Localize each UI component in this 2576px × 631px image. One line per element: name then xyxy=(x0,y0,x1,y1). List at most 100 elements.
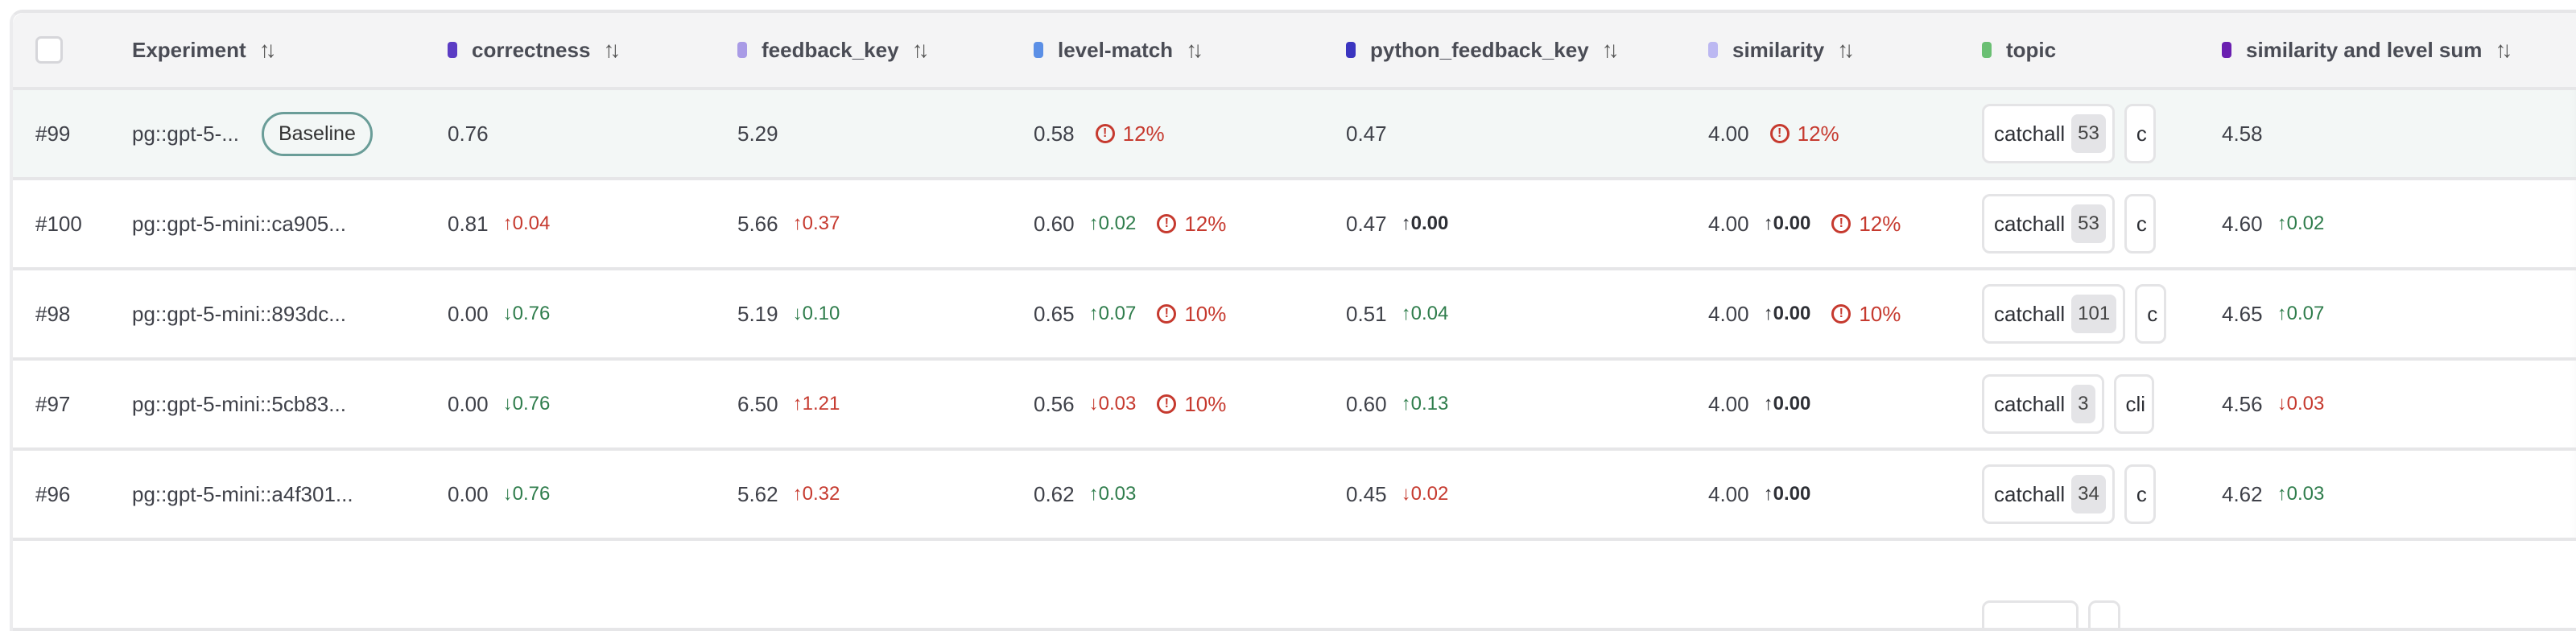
topic-chip[interactable]: catchall 34 xyxy=(1982,464,2115,524)
topic-chip[interactable]: catchall 53 xyxy=(1982,104,2115,163)
topic-chip[interactable]: c xyxy=(2124,464,2156,524)
table-row[interactable]: #96 pg::gpt-5-mini::a4f301... 0.00 ↓0.76 5.6… xyxy=(13,451,2576,541)
topic-chip[interactable]: catchall 53 xyxy=(1982,194,2115,254)
sort-arrows-icon[interactable]: ↑↓ xyxy=(258,37,277,62)
delta: ↑0.00 xyxy=(1763,212,1811,234)
header-label: Experiment xyxy=(132,37,246,62)
cell-correctness: 0.81 ↑0.04 xyxy=(438,180,728,267)
scroll-shadow xyxy=(2570,90,2576,177)
sort-arrows-icon[interactable]: ↑↓ xyxy=(2495,37,2512,62)
score: 0.47 xyxy=(1346,211,1387,236)
score: 4.00 xyxy=(1708,481,1749,506)
table-row[interactable]: #98 pg::gpt-5-mini::893dc... 0.00 ↓0.76 5.19… xyxy=(13,270,2576,361)
header-similarity[interactable]: similarity ↑↓ xyxy=(1699,13,1972,87)
topic-chip[interactable] xyxy=(2088,600,2120,628)
header-correctness[interactable]: correctness ↑↓ xyxy=(438,13,728,87)
score: 5.66 xyxy=(737,211,778,236)
score: 0.58 xyxy=(1034,121,1075,146)
experiment-name[interactable]: pg::gpt-5-mini::a4f301... xyxy=(132,481,353,506)
experiment-name[interactable]: pg::gpt-5-mini::ca905... xyxy=(132,211,346,236)
topic-chip[interactable] xyxy=(1982,600,2079,628)
error-rate[interactable]: ! 12% xyxy=(1095,122,1165,146)
sort-arrows-icon[interactable]: ↑↓ xyxy=(911,37,930,62)
header-similarity-and-level-sum[interactable]: similarity and level sum ↑↓ xyxy=(2212,13,2550,87)
sort-arrows-icon[interactable]: ↑↓ xyxy=(1601,37,1620,62)
cell-feedback_key: 5.19 ↓0.10 xyxy=(728,270,1024,357)
topic-count: 101 xyxy=(2071,295,2117,333)
error-rate[interactable]: ! 12% xyxy=(1769,122,1839,146)
cell-similarity: 4.00 ↑0.00! 12% xyxy=(1699,180,1972,267)
row-number: #99 xyxy=(35,121,71,146)
cell-topic: catchall 101 c xyxy=(1972,270,2212,357)
topic-chip[interactable]: catchall 101 xyxy=(1982,284,2126,344)
score: 0.60 xyxy=(1346,391,1387,416)
error-rate[interactable]: ! 12% xyxy=(1831,212,1901,237)
sort-arrows-icon[interactable]: ↑↓ xyxy=(1837,37,1855,62)
score: 4.65 xyxy=(2222,301,2263,326)
cell-similarity: 4.00 ↑0.00! 10% xyxy=(1699,270,1972,357)
topic-chip[interactable]: c xyxy=(2135,284,2167,344)
cell-feedback_key: 5.29 xyxy=(728,90,1024,177)
delta: ↓0.03 xyxy=(1088,393,1137,414)
cell-level_match: 0.58 ! 12% xyxy=(1024,90,1336,177)
delta: ↑0.00 xyxy=(1401,212,1449,234)
header-topic[interactable]: topic xyxy=(1972,13,2212,87)
delta: ↑0.02 xyxy=(1088,212,1137,234)
delta: ↑0.37 xyxy=(792,212,840,234)
score: 0.76 xyxy=(448,121,489,146)
delta: ↓0.76 xyxy=(502,483,551,505)
score: 4.00 xyxy=(1708,121,1749,146)
row-number: #96 xyxy=(35,481,71,506)
cell-correctness: 0.00 ↓0.76 xyxy=(438,361,728,447)
sort-arrows-icon[interactable]: ↑↓ xyxy=(603,37,621,62)
delta: ↑0.07 xyxy=(1088,303,1137,324)
error-rate[interactable]: ! 10% xyxy=(1157,302,1226,327)
header-level-match[interactable]: level-match ↑↓ xyxy=(1024,13,1336,87)
experiment-name[interactable]: pg::gpt-5-... xyxy=(132,121,239,146)
sort-arrows-icon[interactable]: ↑↓ xyxy=(1186,37,1203,62)
delta: ↓0.10 xyxy=(792,303,840,324)
delta: ↑0.00 xyxy=(1763,303,1811,324)
error-rate-value: 12% xyxy=(1184,211,1227,236)
topic-chip[interactable]: catchall 3 xyxy=(1982,374,2104,434)
cell-topic: catchall 53 c xyxy=(1972,90,2212,177)
experiment-name[interactable]: pg::gpt-5-mini::893dc... xyxy=(132,301,346,326)
table-row[interactable]: #97 pg::gpt-5-mini::5cb83... 0.00 ↓0.76 6.50… xyxy=(13,361,2576,451)
error-rate[interactable]: ! 12% xyxy=(1157,212,1226,237)
alert-circle-icon: ! xyxy=(1157,304,1177,324)
cell-experiment[interactable]: pg::gpt-5-mini::5cb83... xyxy=(118,361,438,447)
select-all-checkbox[interactable] xyxy=(35,36,63,64)
score: 5.62 xyxy=(737,481,778,506)
score: 0.62 xyxy=(1034,481,1075,506)
cell-python_feedback_key: 0.60 ↑0.13 xyxy=(1336,361,1699,447)
cell-sum: 4.65 ↑0.07 xyxy=(2212,270,2550,357)
score: 0.51 xyxy=(1346,301,1387,326)
cell-experiment[interactable]: pg::gpt-5-mini::893dc... xyxy=(118,270,438,357)
cell-sum: 4.60 ↑0.02 xyxy=(2212,180,2550,267)
cell-experiment[interactable]: pg::gpt-5-mini::ca905... xyxy=(118,180,438,267)
delta: ↑0.00 xyxy=(1763,483,1811,505)
experiments-table: Experiment ↑↓ correctness ↑↓ feedback_key ↑↓… xyxy=(10,10,2576,631)
topic-chip[interactable]: c xyxy=(2124,194,2156,254)
error-rate[interactable]: ! 10% xyxy=(1157,392,1226,417)
error-rate[interactable]: ! 10% xyxy=(1831,302,1901,327)
topic-label: catchall xyxy=(1994,211,2066,236)
header-feedback-key[interactable]: feedback_key ↑↓ xyxy=(728,13,1024,87)
table-row[interactable] xyxy=(13,541,2576,631)
topic-chip[interactable]: cli xyxy=(2113,374,2155,434)
cell-level_match: 0.60 ↑0.02! 12% xyxy=(1024,180,1336,267)
error-rate-value: 10% xyxy=(1184,301,1227,326)
topic-count: 34 xyxy=(2071,475,2106,513)
experiment-name[interactable]: pg::gpt-5-mini::5cb83... xyxy=(132,391,346,416)
alert-circle-icon: ! xyxy=(1095,124,1115,143)
table-row[interactable]: #99 pg::gpt-5-... Baseline 0.76 5.29 0.58 ! 12%… xyxy=(13,90,2576,180)
cell-experiment[interactable]: pg::gpt-5-mini::a4f301... xyxy=(118,451,438,538)
table-row[interactable]: #100 pg::gpt-5-mini::ca905... 0.81 ↑0.04 5.6… xyxy=(13,180,2576,270)
header-experiment[interactable]: Experiment ↑↓ xyxy=(118,13,438,87)
score: 0.47 xyxy=(1346,121,1387,146)
cell-python_feedback_key: 0.51 ↑0.04 xyxy=(1336,270,1699,357)
topic-chip[interactable]: c xyxy=(2124,104,2156,163)
header-python-feedback-key[interactable]: python_feedback_key ↑↓ xyxy=(1336,13,1699,87)
alert-circle-icon: ! xyxy=(1157,394,1177,414)
cell-experiment[interactable]: pg::gpt-5-... Baseline xyxy=(118,90,438,177)
